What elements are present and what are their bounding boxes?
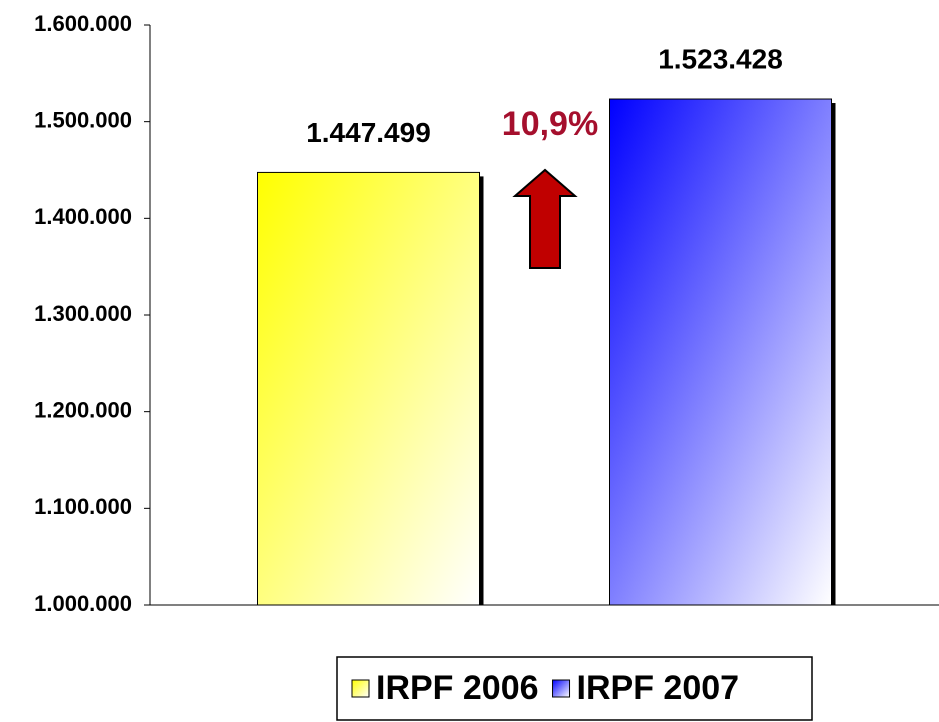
- y-tick-label: 1.200.000: [34, 397, 132, 422]
- y-tick-label: 1.500.000: [34, 107, 132, 132]
- annotation: 10,9%: [502, 105, 598, 143]
- bar: [609, 98, 832, 606]
- legend-swatch: [351, 679, 370, 698]
- legend-label: IRPF 2006: [376, 669, 539, 707]
- arrow: [512, 168, 578, 269]
- y-tick-label: 1.600.000: [34, 11, 132, 36]
- legend-swatch: [552, 679, 571, 698]
- y-tick-label: 1.400.000: [34, 204, 132, 229]
- y-tick-label: 1.000.000: [34, 591, 132, 616]
- bar: [257, 171, 480, 606]
- legend-label: IRPF 2007: [577, 669, 740, 707]
- y-tick-label: 1.100.000: [34, 494, 132, 519]
- value-label: 1.447.499: [306, 117, 431, 148]
- y-tick-label: 1.300.000: [34, 301, 132, 326]
- legend-box: [336, 656, 813, 721]
- value-label: 1.523.428: [658, 43, 783, 74]
